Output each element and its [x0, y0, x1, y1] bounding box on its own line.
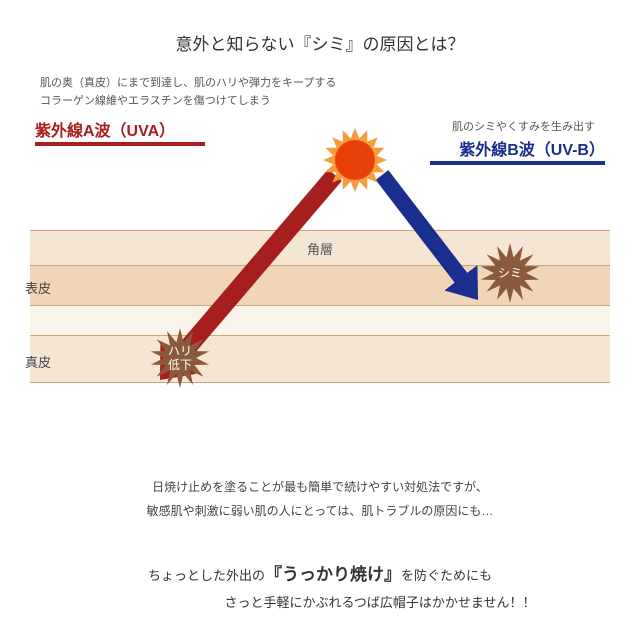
uvb-label: 紫外線B波（UV-B）	[459, 136, 605, 160]
page-title: 意外と知らない『シミ』の原因とは？	[0, 0, 640, 55]
burst-text: ハリ低下	[160, 344, 200, 373]
layer-label: 表皮	[25, 278, 51, 297]
burst-text: シミ	[490, 266, 530, 280]
bottom1-line2: 敏感肌や刺激に弱い肌の人にとっては、肌トラブルの原因にも…	[0, 499, 640, 523]
uva-underline	[35, 142, 205, 146]
uvb-description: 肌のシミやくすみを生み出す	[452, 118, 595, 134]
skin-layer-2	[30, 305, 610, 335]
kakusou-label: 角層	[307, 239, 333, 258]
bottom-text-1: 日焼け止めを塗ることが最も簡単で続けやすい対処法ですが、 敏感肌や刺激に弱い肌の…	[0, 475, 640, 523]
bottom-text-2: ちょっとした外出の『うっかり焼け』を防ぐためにも さっと手軽にかぶれるつば広帽子…	[0, 560, 640, 614]
bottom2-line2: さっと手軽にかぶれるつば広帽子はかかせません！！	[0, 591, 640, 614]
uva-label: 紫外線A波（UVA）	[35, 117, 175, 141]
uva-desc-line2: コラーゲン線維やエラスチンを傷つけてしまう	[40, 93, 336, 111]
uva-description: 肌の奥（真皮）にまで到達し、肌のハリや弾力をキープする コラーゲン線維やエラスチ…	[40, 75, 336, 110]
uva-desc-line1: 肌の奥（真皮）にまで到達し、肌のハリや弾力をキープする	[40, 75, 336, 93]
bottom2-line1: ちょっとした外出の『うっかり焼け』を防ぐためにも	[0, 560, 640, 591]
skin-layer-0: 角層	[30, 230, 610, 265]
skin-layers: 角層表皮真皮	[30, 230, 610, 383]
bottom1-line1: 日焼け止めを塗ることが最も簡単で続けやすい対処法ですが、	[0, 475, 640, 499]
skin-layer-3: 真皮	[30, 335, 610, 383]
bottom2-emphasis: 『うっかり焼け』	[265, 565, 401, 584]
bottom2-prefix: ちょっとした外出の	[148, 568, 265, 583]
layer-label: 真皮	[25, 352, 51, 371]
uvb-underline	[430, 161, 605, 165]
bottom2-suffix: を防ぐためにも	[401, 568, 492, 583]
